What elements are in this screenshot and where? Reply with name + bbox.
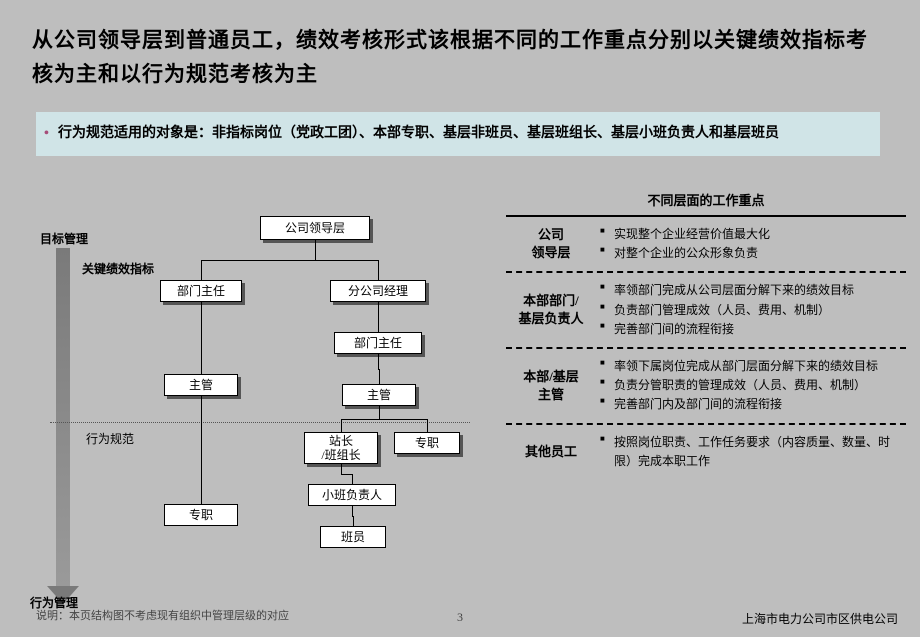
org-node-n2: 分公司经理 [330,280,426,302]
right-row: 其他员工按照岗位职责、工作任务要求（内容质量、数量、时限）完成本职工作 [506,425,906,479]
org-edge [427,419,428,432]
right-row-label: 公司 领导层 [506,225,596,263]
org-edge [315,260,378,261]
right-row-body: 率领下属岗位完成从部门层面分解下来的绩效目标负责分管职责的管理成效（人员、费用、… [596,357,906,415]
org-edge [378,317,379,332]
right-row-body: 按照岗位职责、工作任务要求（内容质量、数量、时限）完成本职工作 [596,433,906,471]
org-chart: 公司领导层部门主任分公司经理主管部门主任主管站长 /班组长专职专职小班负责人班员 [130,216,480,586]
right-row-body: 率领部门完成从公司层面分解下来的绩效目标负责部门管理成效（人员、费用、机制）完善… [596,281,906,339]
org-edge [315,240,316,260]
right-row-body: 实现整个企业经营价值最大化对整个企业的公众形象负责 [596,225,906,263]
right-row: 本部/基层 主管率领下属岗位完成从部门层面分解下来的绩效目标负责分管职责的管理成… [506,349,906,425]
org-edge [341,419,379,420]
org-edge [352,506,353,516]
org-edge [378,260,379,280]
org-edge [379,419,427,420]
org-edge [378,302,379,317]
org-node-n3: 主管 [164,374,238,396]
org-edge [379,369,380,384]
org-node-n8: 专职 [164,504,238,526]
right-row-item: 率领部门完成从公司层面分解下来的绩效目标 [600,281,906,300]
right-row-item: 率领下属岗位完成从部门层面分解下来的绩效目标 [600,357,906,376]
axis-arrow [56,248,70,588]
org-edge [201,302,202,338]
org-edge [201,396,202,450]
org-edge [201,450,202,504]
org-edge [341,474,352,475]
org-edge [352,474,353,484]
org-node-n0: 公司领导层 [260,216,370,240]
org-node-n5: 主管 [342,384,416,406]
org-node-n6: 站长 /班组长 [304,432,378,464]
axis-bhv-label: 行为规范 [86,430,134,447]
org-node-n10: 班员 [320,526,386,548]
right-row-item: 按照岗位职责、工作任务要求（内容质量、数量、时限）完成本职工作 [600,433,906,471]
org-edge [378,354,379,369]
right-panel: 不同层面的工作重点 公司 领导层实现整个企业经营价值最大化对整个企业的公众形象负… [506,190,906,479]
right-row-label: 其他员工 [506,433,596,471]
right-row-item: 完善部门内及部门间的流程衔接 [600,395,906,414]
right-rows: 公司 领导层实现整个企业经营价值最大化对整个企业的公众形象负责本部部门/ 基层负… [506,217,906,479]
org-edge [341,464,342,474]
org-edge [379,406,380,419]
org-edge [353,516,354,526]
right-row-item: 完善部门间的流程衔接 [600,320,906,339]
right-row-label: 本部部门/ 基层负责人 [506,281,596,339]
right-row: 本部部门/ 基层负责人率领部门完成从公司层面分解下来的绩效目标负责部门管理成效（… [506,273,906,349]
right-row-item: 对整个企业的公众形象负责 [600,244,906,263]
company-name: 上海市电力公司市区供电公司 [742,610,898,627]
right-row-item: 负责部门管理成效（人员、费用、机制） [600,301,906,320]
callout-box: 行为规范适用的对象是：非指标岗位（党政工团）、本部专职、基层非班员、基层班组长、… [36,112,880,156]
right-row-item: 实现整个企业经营价值最大化 [600,225,906,244]
org-node-n4: 部门主任 [334,332,422,354]
axis-top-label: 目标管理 [40,230,88,247]
slide-title: 从公司领导层到普通员工，绩效考核形式该根据不同的工作重点分别以关键绩效指标考核为… [32,24,882,91]
right-row-item: 负责分管职责的管理成效（人员、费用、机制） [600,376,906,395]
org-node-n1: 部门主任 [160,280,242,302]
org-node-n9: 小班负责人 [308,484,396,506]
org-edge [201,260,202,280]
org-edge [341,419,342,432]
org-node-n7: 专职 [394,432,460,454]
page-number: 3 [457,610,463,625]
right-row: 公司 领导层实现整个企业经营价值最大化对整个企业的公众形象负责 [506,217,906,273]
org-edge [201,338,202,374]
right-panel-title: 不同层面的工作重点 [506,190,906,209]
org-edge [201,260,315,261]
footnote: 说明：本页结构图不考虑现有组织中管理层级的对应 [36,607,289,623]
callout-text: 行为规范适用的对象是：非指标岗位（党政工团）、本部专职、基层非班员、基层班组长、… [58,122,866,146]
right-row-label: 本部/基层 主管 [506,357,596,415]
